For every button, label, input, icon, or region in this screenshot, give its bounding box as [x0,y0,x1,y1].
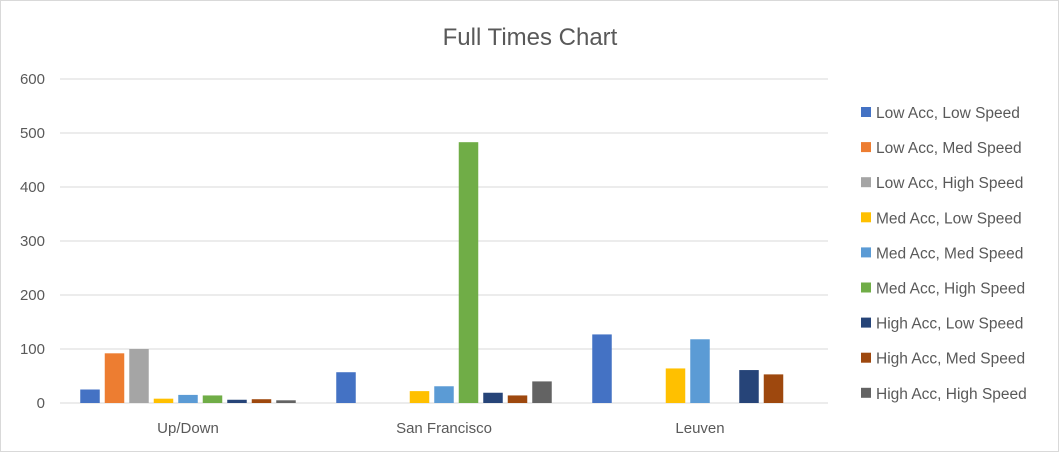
bar [483,392,503,403]
legend-swatch [861,177,871,188]
bar [227,399,247,403]
bar [690,339,710,403]
y-axis-ticks: 0 100 200 300 400 500 600 [20,71,45,412]
gridlines [60,78,828,404]
bar [178,394,198,403]
legend-label: Low Acc, Med Speed [876,140,1022,157]
legend-swatch [861,282,871,293]
bar [409,391,430,403]
y-tick-label: 400 [20,179,45,196]
bar [80,389,100,403]
bar [336,372,356,403]
bar [104,353,125,403]
legend-swatch [861,387,871,398]
bar [202,395,223,403]
bar [592,334,612,403]
y-tick-label: 500 [20,125,45,142]
legend-swatch [861,107,871,117]
bar [507,395,528,403]
y-tick-label: 100 [20,341,45,358]
bar [458,142,479,403]
legend-label: Med Acc, Low Speed [876,210,1022,227]
legend-label: Med Acc, High Speed [876,281,1025,298]
bar [763,374,784,403]
y-tick-label: 300 [20,233,45,250]
legend-label: High Acc, High Speed [876,386,1027,403]
chart-title: Full Times Chart [443,24,618,51]
x-tick-label: San Francisco [396,420,492,437]
legend-label: High Acc, Low Speed [876,316,1023,333]
legend-label: Low Acc, High Speed [876,175,1023,192]
legend-swatch [861,247,871,258]
legend-label: High Acc, Med Speed [876,351,1025,368]
legend-swatch [861,142,871,153]
bar [251,399,272,403]
legend-swatch [861,317,871,328]
legend-swatch [861,352,871,363]
x-tick-label: Leuven [675,420,724,437]
bar [434,386,454,403]
x-tick-label: Up/Down [157,420,219,437]
legend: Low Acc, Low Speed Low Acc, Med Speed Low … [861,105,1027,403]
bars [80,142,784,403]
y-tick-label: 200 [20,287,45,304]
bar [153,398,174,403]
legend-label: Med Acc, Med Speed [876,245,1023,262]
y-tick-label: 600 [20,71,45,88]
bar [532,381,552,403]
legend-label: Low Acc, Low Speed [876,105,1020,122]
y-tick-label: 0 [37,395,45,412]
bar [665,368,686,403]
bar [739,370,759,403]
legend-swatch [861,212,871,223]
bar [129,349,149,403]
x-axis-ticks: Up/Down San Francisco Leuven [157,420,724,437]
bar [276,400,296,403]
